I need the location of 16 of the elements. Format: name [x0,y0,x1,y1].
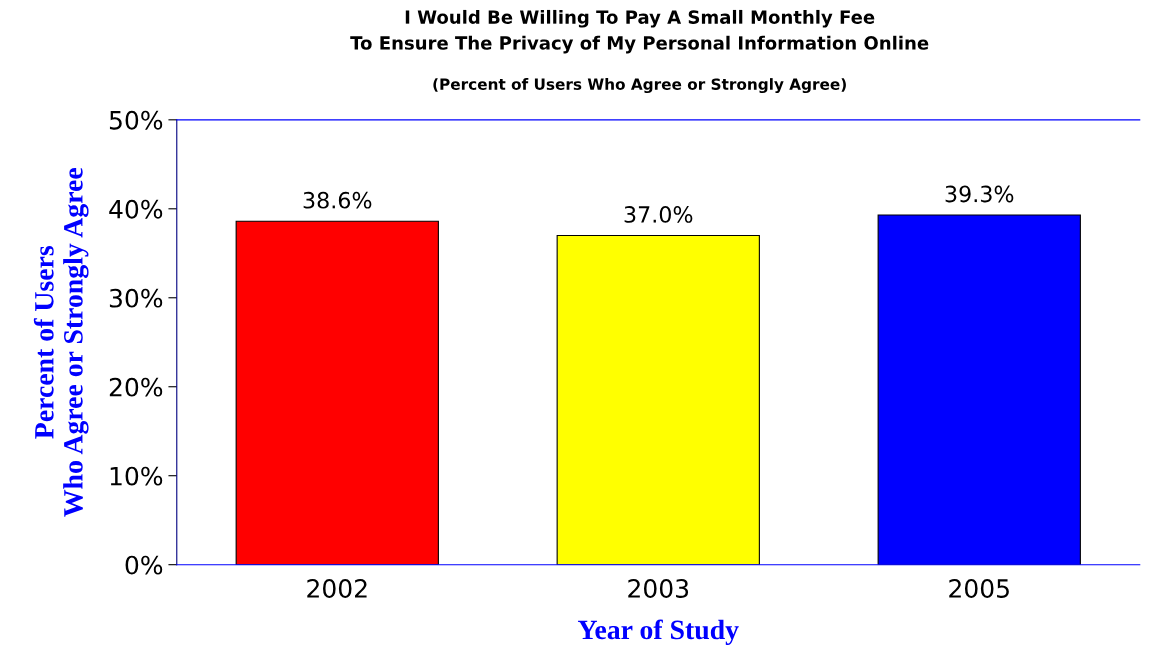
x-tick-label: 2005 [949,579,1009,598]
y-tick-label: 50% [109,110,163,130]
y-tick-label: 20% [109,377,163,397]
y-tick-label: 10% [110,466,163,486]
y-tick-label: 40% [109,199,163,219]
x-tick-label: 2002 [307,579,367,598]
y-tick-label: 0% [125,555,163,575]
y-axis-title: Percent of Users Who Agree or Strongly Agree [33,168,89,517]
y-tick-label: 30% [109,288,163,308]
x-axis-title: Year of Study [577,619,739,645]
x-tick-label: 2003 [628,579,689,598]
data-label: 37.0% [624,206,693,223]
chart-title: I Would Be Willing To Pay A Small Monthly Fee To Ensure The Privacy of My Personal Information Online [350,9,929,54]
chart-subtitle: (Percent of Users Who Agree or Strongly Agree) [433,78,846,94]
data-label: 39.3% [945,185,1014,203]
data-label: 38.6% [303,191,372,209]
